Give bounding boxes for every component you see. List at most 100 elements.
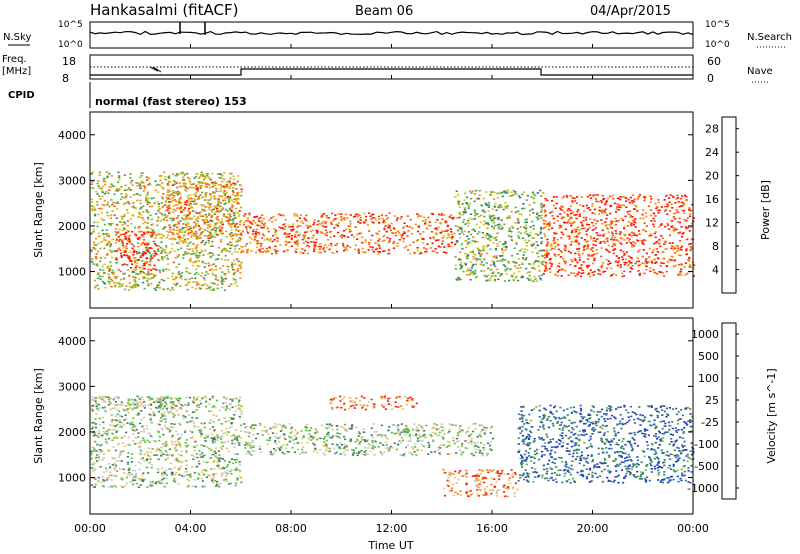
scatter-cell: [539, 278, 543, 281]
scatter-cell: [422, 231, 425, 233]
scatter-cell: [140, 254, 143, 257]
scatter-cell: [282, 223, 285, 226]
scatter-cell: [671, 195, 674, 198]
scatter-cell: [591, 254, 594, 257]
scatter-cell: [590, 255, 594, 257]
scatter-cell: [614, 244, 617, 246]
scatter-cell: [236, 226, 239, 228]
scatter-cell: [174, 473, 177, 476]
scatter-cell: [259, 224, 262, 227]
scatter-cell: [183, 179, 186, 181]
scatter-cell: [342, 244, 345, 247]
scatter-cell: [193, 449, 196, 452]
scatter-cell: [514, 211, 517, 214]
scatter-cell: [121, 264, 124, 266]
scatter-cell: [162, 218, 165, 221]
scatter-cell: [679, 271, 682, 273]
scatter-cell: [199, 227, 202, 229]
scatter-cell: [517, 210, 520, 213]
scatter-cell: [120, 485, 123, 488]
scatter-cell: [209, 269, 212, 271]
scatter-cell: [217, 279, 220, 282]
scatter-cell: [665, 209, 668, 211]
scatter-cell: [240, 194, 243, 197]
scatter-cell: [585, 248, 588, 250]
scatter-cell: [670, 226, 673, 228]
scatter-cell: [212, 478, 215, 480]
scatter-cell: [628, 240, 631, 243]
scatter-cell: [177, 271, 180, 273]
scatter-cell: [149, 214, 152, 217]
scatter-cell: [615, 208, 618, 211]
scatter-cell: [261, 434, 264, 436]
scatter-cell: [92, 434, 95, 437]
scatter-cell: [147, 197, 150, 200]
scatter-cell: [205, 216, 208, 218]
scatter-cell: [178, 192, 181, 195]
scatter-cell: [223, 190, 226, 192]
scatter-cell: [135, 482, 139, 485]
scatter-cell: [689, 265, 692, 267]
scatter-cell: [202, 215, 205, 217]
scatter-cell: [182, 417, 185, 420]
scatter-cell: [195, 256, 198, 258]
scatter-cell: [120, 193, 123, 195]
scatter-cell: [233, 278, 236, 281]
scatter-cell: [179, 276, 182, 278]
scatter-cell: [125, 231, 128, 234]
scatter-cell: [194, 277, 197, 280]
scatter-cell: [622, 196, 625, 198]
scatter-cell: [454, 256, 457, 258]
scatter-cell: [196, 406, 199, 408]
scatter-cell: [474, 253, 477, 256]
scatter-cell: [177, 242, 180, 245]
scatter-cell: [225, 428, 228, 430]
scatter-cell: [139, 186, 142, 189]
scatter-cell: [178, 397, 182, 400]
scatter-cell: [388, 225, 391, 227]
scatter-cell: [229, 427, 232, 429]
scatter-cell: [235, 436, 238, 439]
scatter-cell: [448, 236, 451, 239]
scatter-cell: [664, 205, 667, 208]
scatter-cell: [238, 399, 241, 402]
scatter-cell: [97, 185, 100, 188]
scatter-cell: [109, 402, 112, 404]
scatter-cell: [493, 191, 496, 194]
scatter-cell: [497, 216, 500, 219]
scatter-cell: [229, 470, 232, 473]
scatter-cell: [450, 214, 453, 216]
scatter-cell: [588, 255, 591, 257]
scatter-cell: [665, 248, 668, 250]
scatter-cell: [369, 246, 372, 248]
scatter-cell: [141, 264, 144, 267]
scatter-cell: [223, 441, 226, 444]
scatter-cell: [325, 214, 328, 217]
scatter-cell: [586, 207, 589, 210]
scatter-cell: [269, 238, 272, 240]
scatter-cell: [103, 401, 106, 403]
scatter-cell: [187, 485, 190, 487]
scatter-cell: [394, 234, 397, 237]
scatter-cell: [150, 228, 153, 230]
scatter-cell: [147, 274, 150, 276]
scatter-cell: [479, 255, 482, 257]
scatter-cell: [270, 217, 273, 219]
scatter-cell: [186, 245, 189, 247]
scatter-cell: [200, 174, 203, 176]
scatter-cell: [112, 457, 115, 460]
scatter-cell: [107, 192, 110, 194]
scatter-cell: [193, 455, 196, 458]
scatter-cell: [140, 244, 143, 246]
scatter-cell: [188, 281, 191, 283]
scatter-cell: [219, 184, 222, 186]
scatter-cell: [170, 219, 173, 222]
scatter-cell: [467, 219, 470, 222]
scatter-cell: [242, 223, 246, 226]
scatter-cell: [220, 281, 223, 283]
scatter-cell: [619, 266, 622, 269]
scatter-cell: [204, 434, 208, 437]
scatter-cell: [621, 204, 624, 206]
scatter-cell: [93, 243, 96, 246]
scatter-cell: [677, 232, 680, 234]
